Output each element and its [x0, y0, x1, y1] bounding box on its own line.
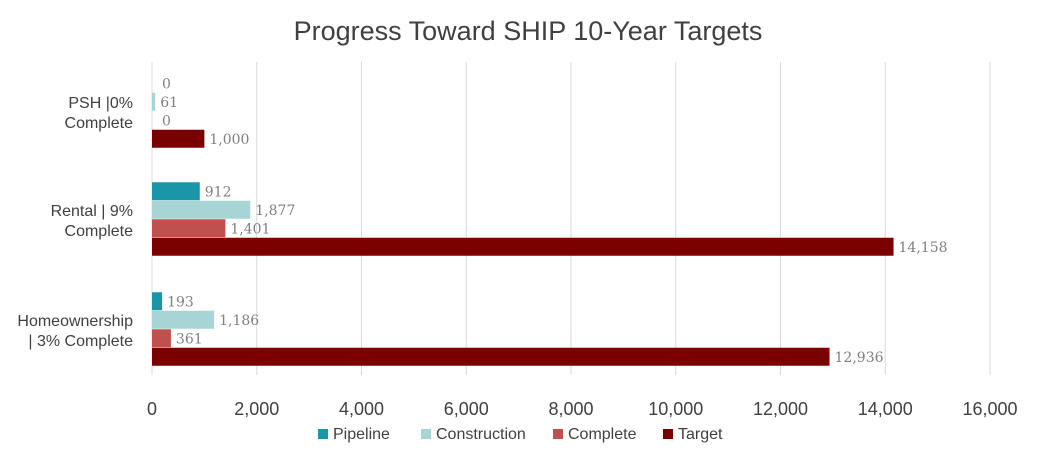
bar-pipeline — [152, 182, 200, 201]
bar-construction — [152, 310, 215, 329]
data-label: 0 — [162, 76, 171, 92]
x-tick-label: 12,000 — [753, 399, 808, 419]
category-label: Rental | 9% — [51, 203, 133, 220]
data-label: 361 — [176, 331, 203, 347]
category-label: PSH |0% — [68, 95, 133, 112]
x-tick-label: 14,000 — [858, 399, 913, 419]
x-tick-label: 16,000 — [962, 399, 1017, 419]
x-tick-label: 4,000 — [339, 399, 384, 419]
legend-label: Construction — [436, 426, 526, 443]
legend-label: Complete — [568, 426, 637, 443]
bar-target — [152, 347, 830, 366]
legend-swatch-construction — [421, 429, 431, 439]
gridlines — [151, 62, 991, 375]
category-label: | 3% Complete — [28, 333, 133, 350]
y-axis: PSH |0% Complete Rental | 9% Complete Homeow… — [17, 95, 133, 350]
legend-label: Target — [678, 426, 723, 443]
data-label: 61 — [160, 95, 178, 111]
legend-swatch-pipeline — [318, 429, 328, 439]
data-label: 1,186 — [219, 313, 259, 329]
x-tick-label: 6,000 — [444, 399, 489, 419]
category-label: Complete — [65, 115, 134, 132]
data-label: 12,936 — [835, 350, 884, 366]
plot-area: 0 61 0 1,000 912 1,877 1,401 14,158 193 1,186 361 1… — [152, 76, 948, 366]
x-axis: 0 2,000 4,000 6,000 8,000 10,000 12,000 14,000 1… — [147, 399, 1018, 419]
legend-swatch-complete — [553, 429, 563, 439]
data-label: 1,401 — [230, 221, 270, 237]
x-tick-label: 10,000 — [648, 399, 703, 419]
category-label: Complete — [65, 223, 134, 240]
category-label: Homeownership — [17, 313, 133, 330]
data-label: 14,158 — [899, 240, 948, 256]
x-tick-label: 2,000 — [234, 399, 279, 419]
bar-complete — [152, 219, 226, 238]
legend-swatch-target — [663, 429, 673, 439]
bar-pipeline — [152, 292, 163, 311]
legend: Pipeline Construction Complete Target — [318, 426, 723, 443]
legend-label: Pipeline — [333, 426, 390, 443]
x-tick-label: 0 — [147, 399, 157, 419]
x-tick-label: 8,000 — [548, 399, 593, 419]
chart-title: Progress Toward SHIP 10-Year Targets — [294, 16, 763, 46]
bar-target — [152, 129, 205, 148]
data-label: 912 — [205, 184, 232, 200]
data-label: 1,000 — [209, 132, 249, 148]
bar-complete — [152, 329, 171, 348]
bar-construction — [152, 200, 251, 219]
bar-target — [152, 237, 894, 256]
data-label: 1,877 — [255, 203, 295, 219]
bar-construction — [152, 92, 156, 111]
data-label: 193 — [167, 294, 194, 310]
data-label: 0 — [162, 113, 171, 129]
